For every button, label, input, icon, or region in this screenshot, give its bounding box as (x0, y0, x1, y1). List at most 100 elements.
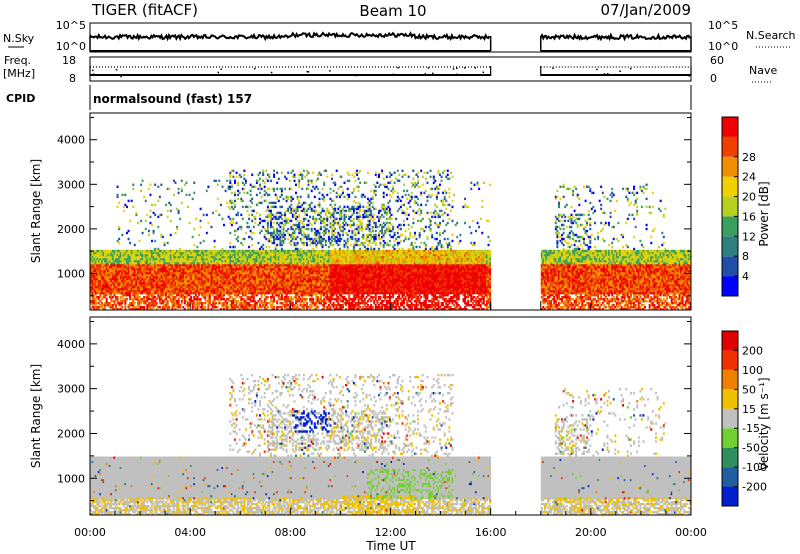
heatmap-cell (185, 287, 188, 291)
heatmap-cell (168, 289, 171, 293)
heatmap-cell (213, 261, 216, 265)
heatmap-cell (232, 263, 235, 267)
heatmap-cell (119, 287, 122, 291)
heatmap-cell (223, 223, 225, 227)
freq-dot (355, 74, 357, 77)
heatmap-cell (137, 300, 139, 303)
heatmap-cell (263, 235, 266, 239)
heatmap-cell (212, 289, 215, 293)
heatmap-cell (187, 283, 189, 287)
heatmap-cell (215, 285, 218, 289)
heatmap-cell (94, 304, 97, 307)
heatmap-cell (265, 267, 268, 271)
heatmap-cell (160, 277, 163, 281)
heatmap-cell (199, 269, 202, 273)
heatmap-cell (259, 285, 261, 289)
heatmap-cell (104, 283, 107, 287)
heatmap-cell (143, 267, 146, 271)
heatmap-cell (122, 300, 125, 303)
heatmap-cell (171, 294, 174, 297)
heatmap-cell (93, 257, 96, 261)
heatmap-cell (199, 285, 202, 289)
heatmap-cell (271, 225, 274, 229)
heatmap-cell (102, 277, 105, 281)
heatmap-cell (232, 175, 235, 179)
heatmap-cell (91, 296, 94, 299)
heatmap-cell (129, 302, 132, 305)
heatmap-cell (229, 291, 232, 295)
heatmap-cell (162, 285, 164, 289)
heatmap-cell (224, 281, 227, 285)
heatmap-cell (124, 283, 127, 287)
heatmap-cell (234, 275, 236, 279)
heatmap-cell (241, 257, 244, 261)
heatmap-cell (268, 215, 271, 219)
heatmap-cell (187, 289, 189, 293)
heatmap-cell (171, 308, 174, 310)
heatmap-cell (298, 213, 301, 217)
heatmap-cell (212, 294, 215, 297)
freq-panel: Freq. [MHz] 18 8 60 0 Nave (3, 54, 777, 85)
heatmap-cell (271, 265, 274, 269)
heatmap-cell (259, 269, 261, 273)
heatmap-cell (91, 253, 94, 257)
heatmap-cell (143, 255, 146, 259)
heatmap-cell (240, 287, 243, 291)
heatmap-cell (238, 287, 241, 291)
heatmap-cell (188, 281, 191, 285)
heatmap-cell (226, 267, 229, 271)
heatmap-cell (104, 255, 107, 259)
heatmap-cell (144, 296, 147, 299)
heatmap-cell (213, 179, 216, 183)
heatmap-cell (235, 171, 238, 175)
heatmap-cell (212, 253, 215, 257)
heatmap-cell (249, 251, 252, 255)
heatmap-cell (210, 259, 213, 263)
heatmap-cell (111, 300, 114, 303)
heatmap-cell (255, 265, 258, 269)
heatmap-cell (147, 275, 150, 279)
heatmap-cell (176, 207, 179, 211)
heatmap-cell (244, 283, 247, 287)
heatmap-cell (180, 259, 183, 263)
heatmap-cell (246, 275, 249, 279)
heatmap-cell (263, 269, 266, 273)
heatmap-cell (196, 279, 199, 283)
heatmap-cell (140, 283, 143, 287)
heatmap-cell (126, 253, 128, 257)
heatmap-cell (183, 287, 186, 291)
heatmap-cell (273, 283, 276, 287)
heatmap-cell (199, 261, 202, 265)
heatmap-cell (111, 249, 114, 253)
heatmap-cell (102, 289, 105, 293)
heatmap-cell (108, 263, 111, 267)
heatmap-cell (94, 285, 97, 289)
freq-dot (306, 71, 308, 73)
heatmap-cell (199, 225, 202, 229)
heatmap-cell (97, 275, 100, 279)
heatmap-cell (263, 257, 266, 261)
heatmap-cell (315, 185, 318, 189)
nsky-trace (89, 31, 691, 42)
heatmap-cell (141, 308, 144, 310)
heatmap-cell (235, 255, 238, 259)
heatmap-cell (176, 302, 179, 305)
heatmap-cell (202, 263, 205, 267)
heatmap-cell (246, 191, 249, 195)
freq-dot (407, 74, 410, 76)
heatmap-cell (121, 249, 124, 253)
heatmap-cell (193, 263, 196, 267)
heatmap-cell (176, 263, 179, 267)
heatmap-cell (204, 306, 207, 309)
heatmap-cell (221, 185, 224, 189)
heatmap-cell (205, 261, 208, 265)
heatmap-cell (119, 265, 122, 269)
heatmap-cell (173, 193, 175, 197)
heatmap-cell (224, 279, 227, 283)
heatmap-cell (97, 269, 100, 273)
heatmap-cell (187, 259, 189, 263)
heatmap-cell (248, 251, 251, 255)
heatmap-cell (168, 306, 171, 309)
heatmap-cell (182, 251, 185, 255)
heatmap-cell (127, 277, 130, 281)
